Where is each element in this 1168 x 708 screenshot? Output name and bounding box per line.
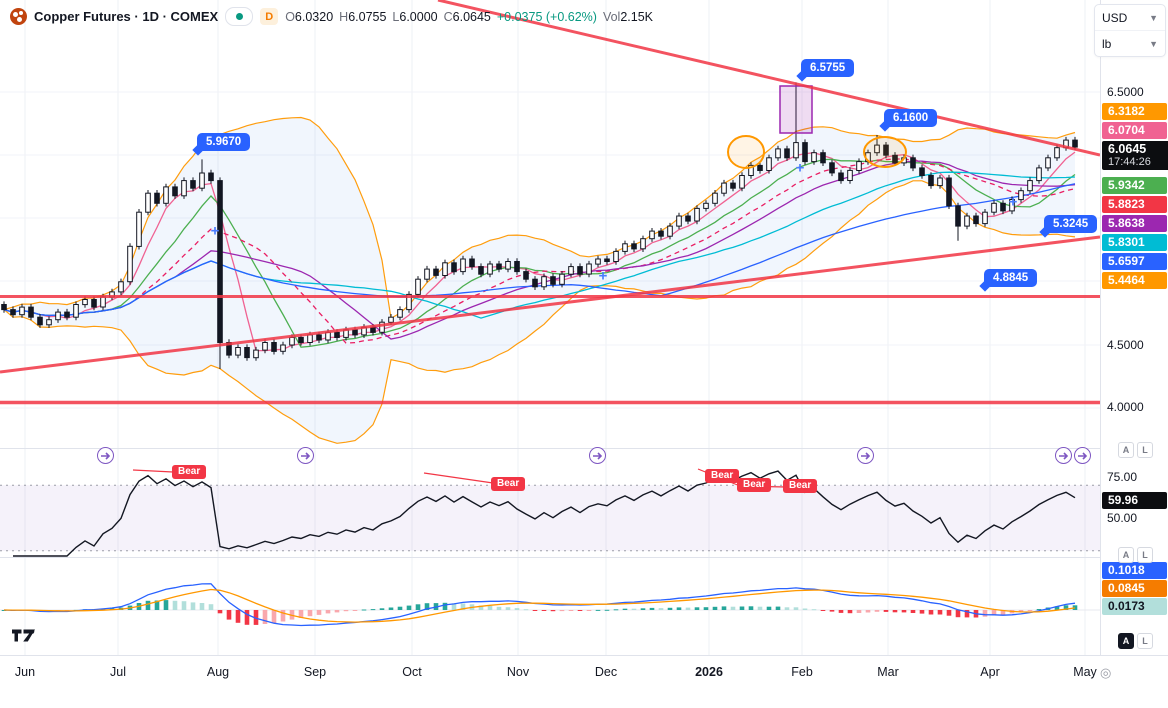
high-label: H <box>339 9 349 24</box>
indicator-price-badge: 5.8301 <box>1102 234 1167 251</box>
bear-divergence-label[interactable]: Bear <box>737 478 772 492</box>
indicator-price-badge: 6.0704 <box>1102 122 1167 139</box>
price-axis[interactable]: 6.5000 4.5000 4.0000 75.00 50.00 6.3182 6.0704… <box>1100 0 1168 678</box>
time-axis-label: Aug <box>206 665 230 679</box>
currency-dropdown[interactable]: USD ▼ <box>1095 5 1165 30</box>
log-scale-button[interactable]: L <box>1137 442 1153 458</box>
scale-buttons: A L <box>1118 547 1153 563</box>
indicator-price-badge: 5.8638 <box>1102 215 1167 232</box>
replay-sync-icon[interactable] <box>297 447 314 464</box>
price-axis-label: 50.00 <box>1107 511 1138 525</box>
symbol-logo-icon <box>10 8 27 25</box>
currency-value: USD <box>1102 10 1128 25</box>
low-value: 6.0000 <box>399 9 438 24</box>
volume-value: 2.15K <box>620 9 654 24</box>
scale-buttons: A L <box>1118 633 1153 649</box>
time-axis-label: May <box>1073 665 1097 679</box>
price-axis-label: 6.5000 <box>1107 85 1144 99</box>
plus-marker-icon[interactable]: + <box>1008 193 1018 211</box>
price-callout-label[interactable]: 5.9670 <box>192 133 251 156</box>
last-price-value: 6.0645 <box>1108 142 1147 156</box>
replay-sync-icon[interactable] <box>589 447 606 464</box>
replay-sync-icon[interactable] <box>97 447 114 464</box>
indicator-price-badge: 6.3182 <box>1102 103 1167 120</box>
time-axis[interactable]: Jun Jul Aug Sep Oct Nov Dec 2026 Feb Mar Apr May ◎ <box>0 655 1168 708</box>
high-value: 6.0755 <box>348 9 387 24</box>
log-scale-button[interactable]: L <box>1137 633 1153 649</box>
close-label: C <box>443 9 453 24</box>
bear-divergence-label[interactable]: Bear <box>172 465 207 479</box>
scale-buttons: A L <box>1118 442 1153 458</box>
time-axis-label: Mar <box>877 665 899 679</box>
bear-divergence-label[interactable]: Bear <box>783 479 818 493</box>
plus-marker-icon[interactable]: + <box>795 159 805 177</box>
bear-divergence-label[interactable]: Bear <box>491 477 526 491</box>
time-axis-label: 2026 <box>695 665 723 679</box>
indicator-price-badge: 5.8823 <box>1102 196 1167 213</box>
indicator-price-badge: 5.4464 <box>1102 272 1167 289</box>
bear-divergence-label[interactable]: Bear <box>705 469 740 483</box>
price-axis-label: 4.0000 <box>1107 400 1144 414</box>
indicator-price-badge: 0.0845 <box>1102 580 1167 597</box>
replay-sync-icon[interactable] <box>857 447 874 464</box>
time-axis-label: Feb <box>791 665 813 679</box>
replay-sync-icon[interactable] <box>1055 447 1072 464</box>
price-callout-label[interactable]: 6.1600 <box>879 109 938 132</box>
plus-marker-icon[interactable]: + <box>210 222 220 240</box>
open-value: 6.0320 <box>294 9 334 24</box>
price-callout-label[interactable]: 4.8845 <box>979 269 1038 292</box>
time-axis-label: Jun <box>14 665 36 679</box>
volume-label: Vol <box>602 9 621 24</box>
auto-scale-button[interactable]: A <box>1118 442 1134 458</box>
unit-selector-panel: USD ▼ lb ▼ <box>1094 4 1166 57</box>
auto-scale-button[interactable]: A <box>1118 547 1134 563</box>
time-axis-label: Jul <box>110 665 126 679</box>
countdown-timer: 17:44:26 <box>1108 156 1151 168</box>
chevron-down-icon: ▼ <box>1149 12 1158 23</box>
time-axis-label: Nov <box>506 665 530 679</box>
timeframe-badge[interactable]: D <box>260 8 279 25</box>
time-axis-label: Sep <box>303 665 327 679</box>
change-value: +0.0375 (+0.62%) <box>496 9 597 24</box>
close-value: 6.0645 <box>452 9 491 24</box>
time-axis-label: Oct <box>402 665 422 679</box>
log-scale-button[interactable]: L <box>1137 547 1153 563</box>
rsi-value-badge: 59.96 <box>1102 492 1167 509</box>
tradingview-logo[interactable] <box>12 628 39 648</box>
price-callout-label[interactable]: 5.3245 <box>1039 215 1098 238</box>
market-status-pill[interactable] <box>225 7 254 26</box>
chart-legend: Copper Futures · 1D · COMEX D O6.0320 H6… <box>10 7 653 26</box>
open-label: O <box>285 9 295 24</box>
plus-marker-icon[interactable]: + <box>598 267 608 285</box>
indicator-price-badge: 0.1018 <box>1102 562 1167 579</box>
unit-value: lb <box>1102 36 1112 51</box>
last-price-badge: 6.0645 17:44:26 <box>1102 141 1168 170</box>
price-axis-label: 4.5000 <box>1107 338 1144 352</box>
ohlc-values: O6.0320 H6.0755 L6.0000 C6.0645 +0.0375 … <box>285 10 653 24</box>
replay-sync-icon[interactable] <box>1074 447 1091 464</box>
chevron-down-icon: ▼ <box>1149 38 1158 49</box>
low-label: L <box>392 9 400 24</box>
price-callout-label[interactable]: 6.5755 <box>796 59 855 82</box>
time-axis-label: Dec <box>594 665 618 679</box>
price-axis-label: 75.00 <box>1107 470 1138 484</box>
timezone-settings-icon[interactable]: ◎ <box>1100 665 1112 680</box>
auto-scale-button[interactable]: A <box>1118 633 1134 649</box>
indicator-price-badge: 5.9342 <box>1102 177 1167 194</box>
chart-canvas[interactable] <box>0 0 1100 655</box>
symbol-title[interactable]: Copper Futures · 1D · COMEX <box>34 9 219 24</box>
time-axis-label: Apr <box>980 665 1000 679</box>
indicator-price-badge: 5.6597 <box>1102 253 1167 270</box>
indicator-price-badge: 0.0173 <box>1102 598 1167 615</box>
unit-dropdown[interactable]: lb ▼ <box>1095 30 1165 56</box>
market-open-dot-icon <box>235 13 243 20</box>
